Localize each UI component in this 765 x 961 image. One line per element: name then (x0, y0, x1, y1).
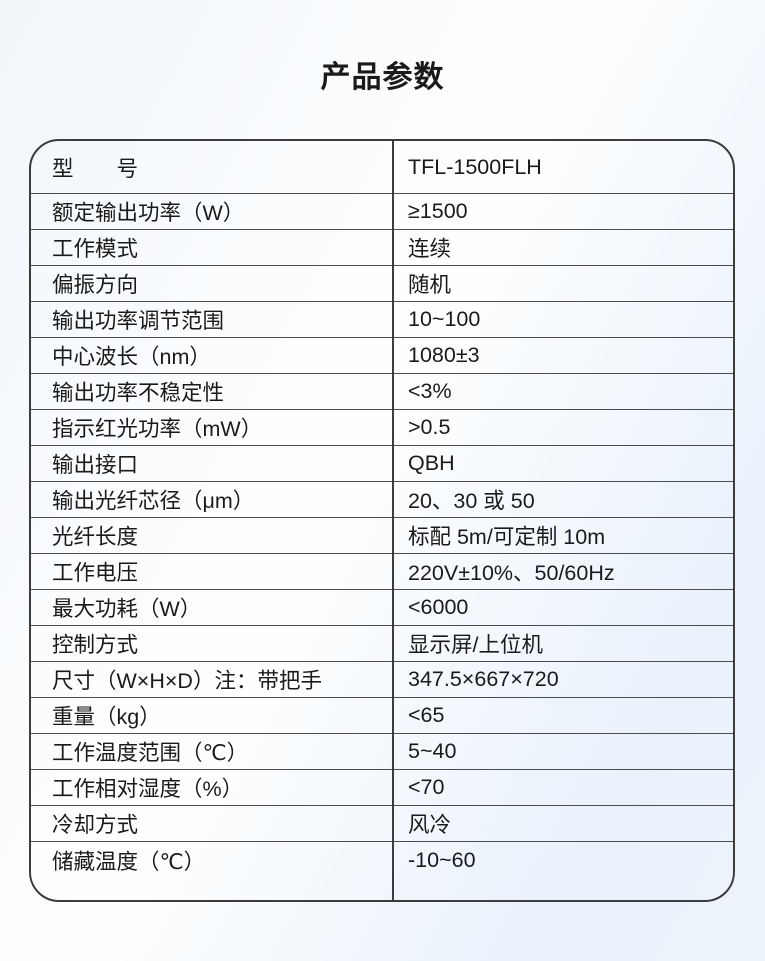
spec-parameter-name: 工作模式 (52, 237, 139, 261)
spec-parameter-name: 工作电压 (52, 561, 139, 585)
spec-table-row: 偏振方向 随机 (31, 266, 733, 302)
spec-parameter-name: 控制方式 (52, 633, 139, 657)
spec-parameter-value: 连续 (408, 237, 452, 261)
spec-table-row: 输出接口 QBH (31, 446, 733, 482)
spec-parameter-value: <3% (408, 379, 452, 403)
spec-table-row: 工作温度范围（℃） 5~40 (31, 734, 733, 770)
spec-rows-container: 型 号 TFL-1500FLH 额定输出功率（W） ≥1500 工作模式 连续 … (31, 141, 733, 900)
spec-table-row: 输出功率不稳定性 <3% (31, 374, 733, 410)
spec-parameter-value: -10~60 (408, 847, 476, 872)
spec-table-row: 中心波长（nm） 1080±3 (31, 338, 733, 374)
spec-parameter-value: 风冷 (408, 813, 452, 837)
spec-parameter-name: 偏振方向 (52, 273, 139, 297)
spec-parameter-name: 额定输出功率（W） (52, 201, 245, 225)
spec-parameter-value: 显示屏/上位机 (408, 633, 543, 657)
spec-parameter-value: >0.5 (408, 415, 451, 439)
spec-table-row: 型 号 TFL-1500FLH (31, 141, 733, 194)
spec-table-row: 工作模式 连续 (31, 230, 733, 266)
spec-parameter-name: 储藏温度（℃） (52, 849, 206, 874)
spec-table-row: 重量（kg） <65 (31, 698, 733, 734)
spec-parameter-value: 随机 (408, 273, 452, 297)
product-spec-table: 型 号 TFL-1500FLH 额定输出功率（W） ≥1500 工作模式 连续 … (29, 139, 735, 902)
page-title: 产品参数 (320, 61, 445, 94)
spec-parameter-name: 输出功率不稳定性 (52, 381, 225, 405)
spec-table-row: 工作相对湿度（%） <70 (31, 770, 733, 806)
spec-parameter-name: 中心波长（nm） (52, 345, 211, 369)
spec-parameter-name: 型 号 (52, 156, 139, 181)
spec-parameter-value: 220V±10%、50/60Hz (408, 561, 615, 585)
spec-table-row: 输出光纤芯径（μm） 20、30 或 50 (31, 482, 733, 518)
spec-parameter-name: 输出光纤芯径（μm） (52, 489, 255, 513)
spec-parameter-value: 20、30 或 50 (408, 489, 535, 513)
spec-table-row: 额定输出功率（W） ≥1500 (31, 194, 733, 230)
column-divider-line (392, 141, 394, 900)
spec-parameter-name: 冷却方式 (52, 813, 139, 837)
spec-table-row: 尺寸（W×H×D）注：带把手 347.5×667×720 (31, 662, 733, 698)
spec-table-row: 输出功率调节范围 10~100 (31, 302, 733, 338)
spec-parameter-value: 10~100 (408, 307, 481, 331)
spec-parameter-value: 5~40 (408, 739, 457, 763)
spec-parameter-value: 347.5×667×720 (408, 667, 559, 691)
spec-table-row: 控制方式 显示屏/上位机 (31, 626, 733, 662)
spec-parameter-name: 重量（kg） (52, 705, 161, 729)
spec-parameter-name: 尺寸（W×H×D）注：带把手 (52, 669, 322, 693)
spec-table-row: 冷却方式 风冷 (31, 806, 733, 842)
spec-table-row: 储藏温度（℃） -10~60 (31, 842, 733, 878)
spec-parameter-value: <70 (408, 775, 445, 799)
spec-table-row: 工作电压 220V±10%、50/60Hz (31, 554, 733, 590)
spec-table-row: 指示红光功率（mW） >0.5 (31, 410, 733, 446)
spec-table-row: 光纤长度 标配 5m/可定制 10m (31, 518, 733, 554)
spec-parameter-value: TFL-1500FLH (408, 154, 542, 179)
spec-parameter-name: 输出功率调节范围 (52, 309, 225, 333)
spec-parameter-value: <6000 (408, 595, 469, 619)
spec-parameter-name: 输出接口 (52, 453, 139, 477)
spec-parameter-name: 光纤长度 (52, 525, 139, 549)
spec-parameter-value: 标配 5m/可定制 10m (408, 525, 606, 549)
spec-parameter-value: <65 (408, 703, 445, 727)
spec-parameter-value: ≥1500 (408, 199, 468, 223)
spec-parameter-value: 1080±3 (408, 343, 480, 367)
spec-parameter-name: 指示红光功率（mW） (52, 417, 263, 441)
spec-parameter-name: 工作相对湿度（%） (52, 777, 244, 801)
spec-table-row: 最大功耗（W） <6000 (31, 590, 733, 626)
spec-parameter-value: QBH (408, 451, 455, 475)
spec-parameter-name: 最大功耗（W） (52, 597, 202, 621)
spec-parameter-name: 工作温度范围（℃） (52, 741, 249, 765)
